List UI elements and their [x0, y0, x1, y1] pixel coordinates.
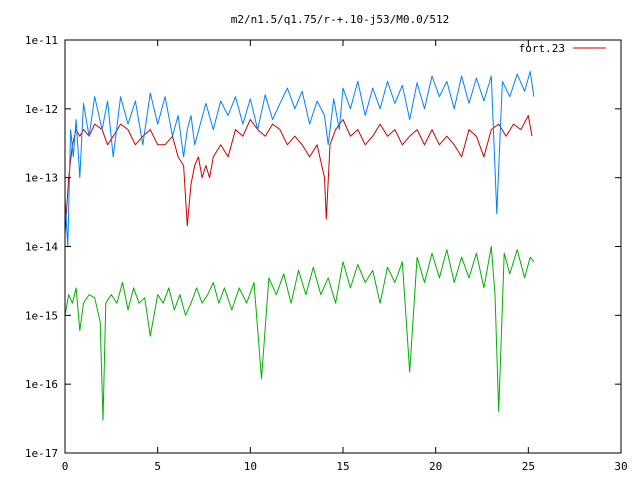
series-line-1 — [64, 115, 533, 235]
x-tick-label: 30 — [614, 460, 627, 473]
y-tick-label: 1e-12 — [25, 103, 58, 116]
x-tick-label: 15 — [336, 460, 349, 473]
plot-series — [64, 70, 535, 421]
x-axis: 0 5 10 15 20 25 30 — [62, 40, 628, 473]
x-tick-label: 25 — [522, 460, 535, 473]
x-tick-label: 0 — [62, 460, 69, 473]
y-tick-label: 1e-16 — [25, 378, 58, 391]
x-tick-label: 20 — [429, 460, 442, 473]
chart-title: m2/n1.5/q1.75/r-+.10-j53/M0.0/512 — [231, 13, 450, 26]
series-line-3 — [64, 246, 535, 421]
x-tick-label: 10 — [244, 460, 257, 473]
y-tick-label: 1e-13 — [25, 172, 58, 185]
y-tick-label: 1e-17 — [25, 447, 58, 460]
y-tick-label: 1e-11 — [25, 34, 58, 47]
legend: fort.23 — [519, 42, 606, 55]
y-axis: 1e-11 1e-12 1e-13 1e-14 1e-15 1e-16 1e-17 — [25, 34, 621, 460]
y-tick-label: 1e-14 — [25, 241, 58, 254]
legend-label: fort.23 — [519, 42, 565, 55]
series-line-2 — [64, 70, 535, 247]
y-tick-label: 1e-15 — [25, 309, 58, 322]
x-tick-label: 5 — [154, 460, 161, 473]
plot-frame — [64, 39, 622, 454]
